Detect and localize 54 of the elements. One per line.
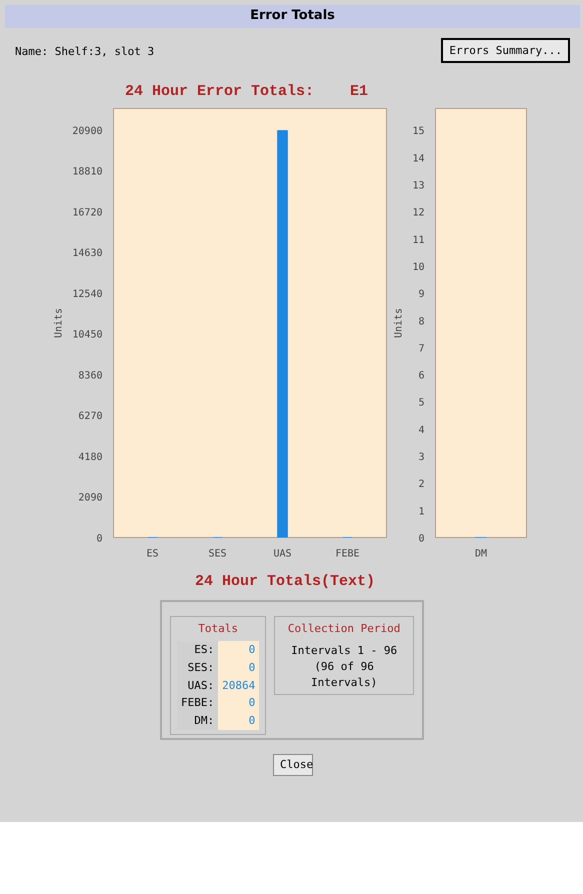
text: SES: (177, 658, 218, 677)
y-tick-label: 6270 (78, 411, 103, 422)
y-tick-label: 16720 (72, 207, 103, 218)
y-tick-label: 0 (418, 534, 425, 544)
text: Close (273, 754, 314, 776)
x-tick-label: SES (208, 548, 227, 560)
text: Error Totals (5, 5, 580, 28)
text: Collection Period (286, 621, 402, 638)
x-tick-label: DM (474, 548, 488, 560)
text: UAS: (177, 676, 218, 694)
y-tick-label: 8360 (78, 370, 103, 382)
y-tick-label: 4 (418, 424, 425, 436)
y-tick-label: 2090 (78, 492, 103, 504)
y-tick-label: 2 (418, 479, 425, 490)
y-tick-label: 3 (418, 452, 425, 464)
x-tick-label: ES (146, 548, 159, 560)
y-tick-label: 5 (418, 398, 425, 409)
y-axis-title: Units (393, 308, 404, 338)
y-tick-label: 0 (96, 534, 103, 544)
y-tick-label: 10 (412, 262, 425, 273)
text: Errors Summary... (441, 38, 570, 64)
text: 24 Hour Totals(Text) (195, 572, 376, 592)
x-tick-label: UAS (273, 548, 292, 560)
text: 0 (218, 712, 260, 730)
y-tick-label: 10450 (72, 330, 103, 341)
y-tick-label: 11 (412, 234, 425, 246)
y-tick-label: 6 (418, 370, 425, 382)
text: 20864 (218, 676, 260, 694)
text: Totals (197, 621, 239, 638)
text: Intervals 1 - 96 (290, 643, 398, 659)
y-tick-label: 4180 (78, 452, 103, 463)
text: 0 (218, 641, 260, 659)
text: Name: Shelf:3, slot 3 (15, 44, 154, 60)
text: DM: (177, 712, 218, 730)
y-tick-label: 7 (418, 343, 425, 354)
y-tick-label: 18810 (72, 166, 103, 178)
text: ES: (177, 641, 218, 659)
y-axis-title: Units (53, 308, 64, 338)
y-tick-label: 12540 (72, 288, 103, 300)
y-tick-label: 12 (412, 208, 425, 219)
text: 0 (218, 658, 260, 677)
y-tick-label: 9 (418, 289, 425, 300)
y-tick-label: 8 (418, 316, 425, 328)
chart-title: 24 Hour Error Totals: E1 (125, 82, 370, 102)
y-tick-label: 14630 (72, 248, 103, 260)
y-tick-label: 20900 (72, 126, 103, 137)
y-tick-label: 1 (418, 506, 425, 518)
text: 0 (218, 694, 260, 712)
y-tick-label: 14 (412, 153, 425, 164)
text: FEBE: (177, 694, 218, 712)
text: (96 of 96 Intervals) (310, 658, 378, 690)
y-tick-label: 15 (412, 126, 425, 138)
x-tick-label: FEBE (335, 548, 360, 560)
y-tick-label: 13 (412, 180, 425, 192)
